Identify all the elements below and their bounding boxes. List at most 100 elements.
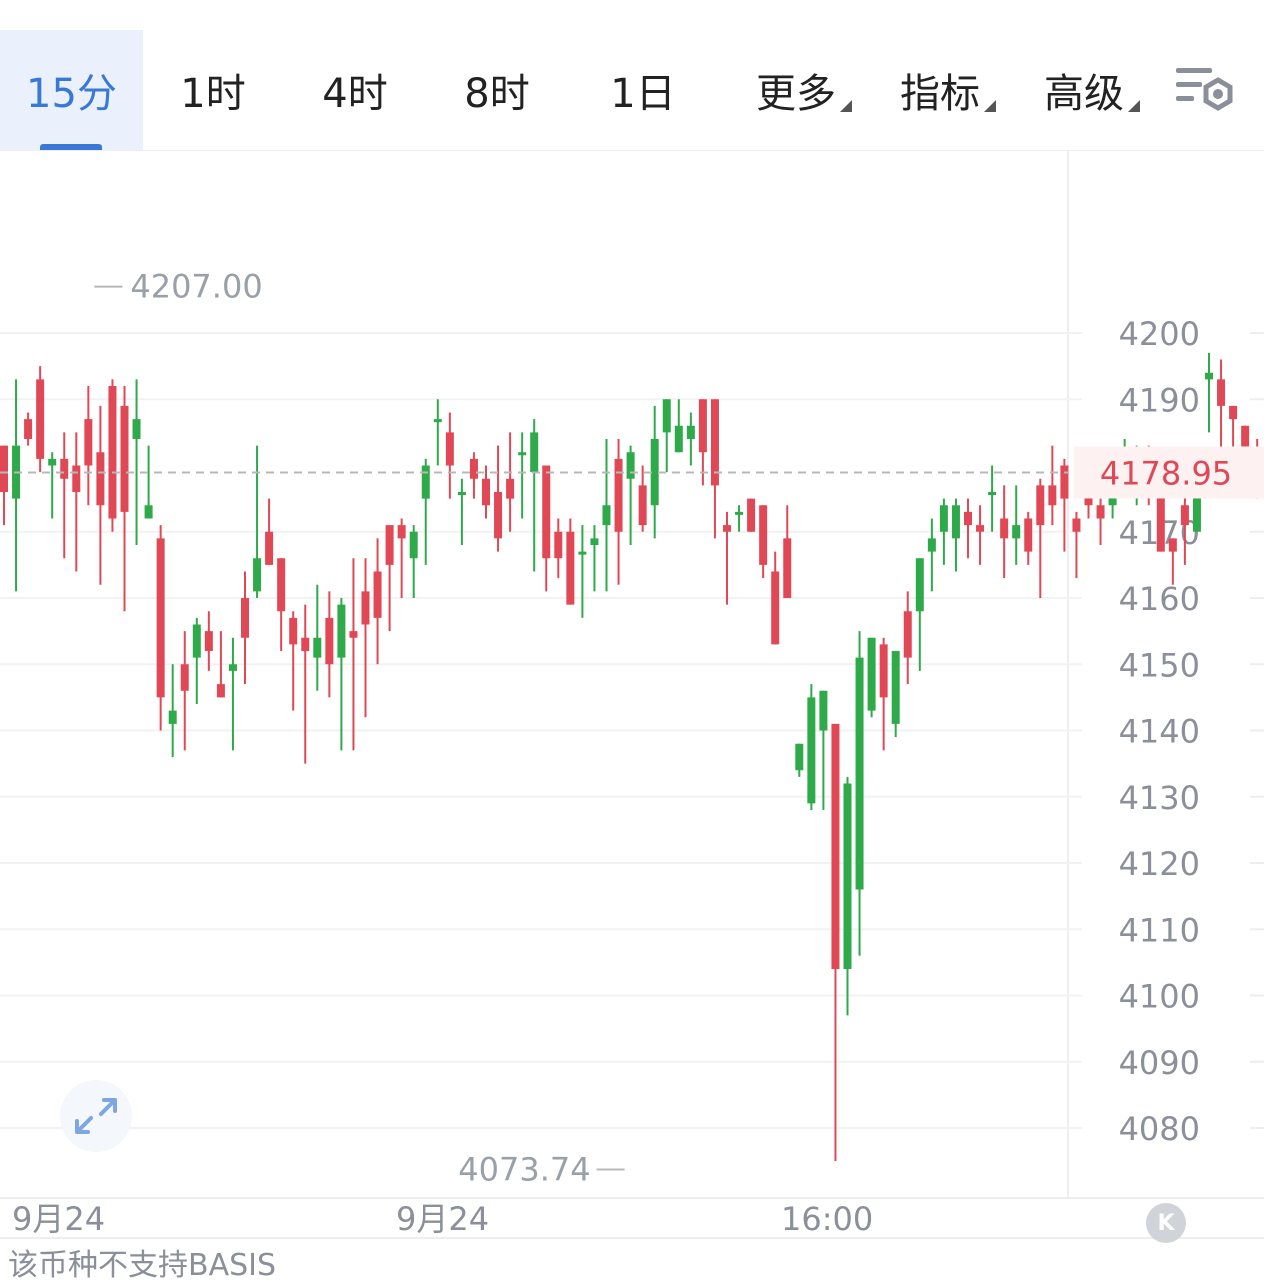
candle-body	[265, 531, 274, 565]
candle-body	[180, 664, 189, 691]
candle-body	[795, 743, 804, 771]
y-tick-label: 4120	[1119, 845, 1200, 883]
candle-body	[988, 492, 997, 495]
basis-notice: 该币种不支持BASIS	[8, 1248, 277, 1283]
timeframe-toolbar: 15分 1时 4时 8时 1日 更多 指标 高级	[0, 0, 1264, 150]
candle-body	[277, 558, 286, 612]
candle-body	[24, 419, 33, 439]
candle-body	[361, 591, 370, 625]
candle-body	[1000, 518, 1009, 539]
tab-1h[interactable]: 1时	[148, 30, 278, 150]
x-tick-label: 16:00	[781, 1200, 873, 1238]
candle-body	[253, 558, 262, 592]
expand-icon	[75, 1098, 117, 1134]
candle-body	[951, 505, 960, 539]
tab-1d-label: 1日	[610, 71, 676, 117]
expand-chart-button[interactable]	[60, 1080, 132, 1152]
candle-body	[939, 505, 948, 532]
candle-body	[735, 511, 744, 515]
candle-body	[903, 611, 912, 658]
candle-body	[108, 386, 117, 519]
candle-body	[132, 419, 141, 439]
y-tick-label: 4100	[1119, 978, 1200, 1016]
candle-body	[1024, 518, 1033, 552]
candle-body	[204, 631, 213, 651]
more-label: 更多	[756, 71, 836, 117]
indicators-dropdown[interactable]: 指标	[886, 30, 996, 150]
candle-body	[84, 419, 93, 466]
candle-body	[0, 445, 8, 492]
tab-1h-label: 1时	[180, 71, 246, 117]
candle-body	[843, 783, 852, 969]
candle-body	[686, 425, 695, 439]
advanced-dropdown[interactable]: 高级	[1030, 30, 1140, 150]
candle-body	[506, 478, 515, 499]
candle-body	[482, 478, 490, 506]
candle-body	[1072, 518, 1081, 532]
y-tick-label: 4150	[1119, 646, 1200, 684]
candle-body	[915, 558, 924, 612]
candle-body	[1036, 485, 1045, 526]
candle-body	[807, 697, 816, 804]
candle-body	[891, 651, 900, 724]
candle-body	[120, 405, 129, 512]
candle-body	[1096, 505, 1105, 519]
candle-body	[590, 538, 599, 545]
candle-body	[976, 525, 985, 532]
candle-body	[301, 637, 310, 651]
tab-15m[interactable]: 15分	[0, 30, 143, 150]
more-dropdown[interactable]: 更多	[742, 30, 852, 150]
candle-body	[650, 439, 659, 506]
candle-body	[228, 664, 237, 671]
x-tick-label: 9月24	[12, 1200, 105, 1238]
candle-body	[831, 723, 840, 969]
candle-body	[518, 452, 527, 456]
scroll-to-latest-icon: K	[1157, 1210, 1175, 1236]
candle-body	[1192, 465, 1201, 532]
chart-settings-button[interactable]	[1168, 62, 1240, 122]
candle-body	[554, 531, 563, 559]
tab-4h[interactable]: 4时	[290, 30, 420, 150]
candle-body	[349, 631, 358, 638]
candle-body	[927, 538, 936, 552]
candle-body	[192, 624, 201, 658]
candle-body	[1217, 379, 1226, 406]
high-price-label: 4207.00	[130, 268, 262, 306]
candle-body	[156, 538, 165, 698]
y-tick-label: 4130	[1119, 779, 1200, 817]
dropdown-corner-icon	[840, 100, 852, 112]
candle-body	[626, 452, 635, 479]
candlestick-chart[interactable]: 4200419041704160415041404130412041104100…	[0, 150, 1264, 1286]
candle-body	[1084, 492, 1093, 506]
candle-body	[819, 690, 828, 731]
y-tick-label: 4090	[1119, 1044, 1200, 1082]
candle-body	[36, 379, 45, 459]
tab-4h-label: 4时	[322, 71, 388, 117]
candle-body	[855, 657, 864, 890]
dropdown-corner-icon	[1128, 100, 1140, 112]
candle-body	[1229, 405, 1238, 420]
candle-body	[783, 538, 792, 598]
candle-body	[1156, 485, 1165, 552]
scroll-to-latest-button[interactable]: K	[1146, 1203, 1186, 1243]
tab-8h[interactable]: 8时	[432, 30, 562, 150]
candle-body	[1168, 538, 1177, 552]
active-tab-indicator	[40, 144, 102, 150]
candle-body	[759, 505, 768, 565]
tab-15m-label: 15分	[26, 71, 117, 117]
candle-body	[723, 525, 731, 532]
candle-body	[325, 617, 334, 665]
tab-1d[interactable]: 1日	[578, 30, 708, 150]
current-price-label: 4178.95	[1100, 454, 1232, 492]
candle-body	[457, 492, 466, 495]
candle-body	[674, 425, 683, 453]
candle-body	[373, 571, 382, 618]
x-tick-label: 9月24	[396, 1200, 489, 1238]
candle-body	[710, 399, 719, 486]
candle-body	[409, 531, 418, 559]
candle-body	[1205, 372, 1213, 380]
y-tick-label: 4200	[1119, 315, 1200, 353]
candle-body	[964, 511, 972, 526]
y-tick-label: 4190	[1119, 381, 1200, 419]
candle-body	[614, 458, 623, 532]
